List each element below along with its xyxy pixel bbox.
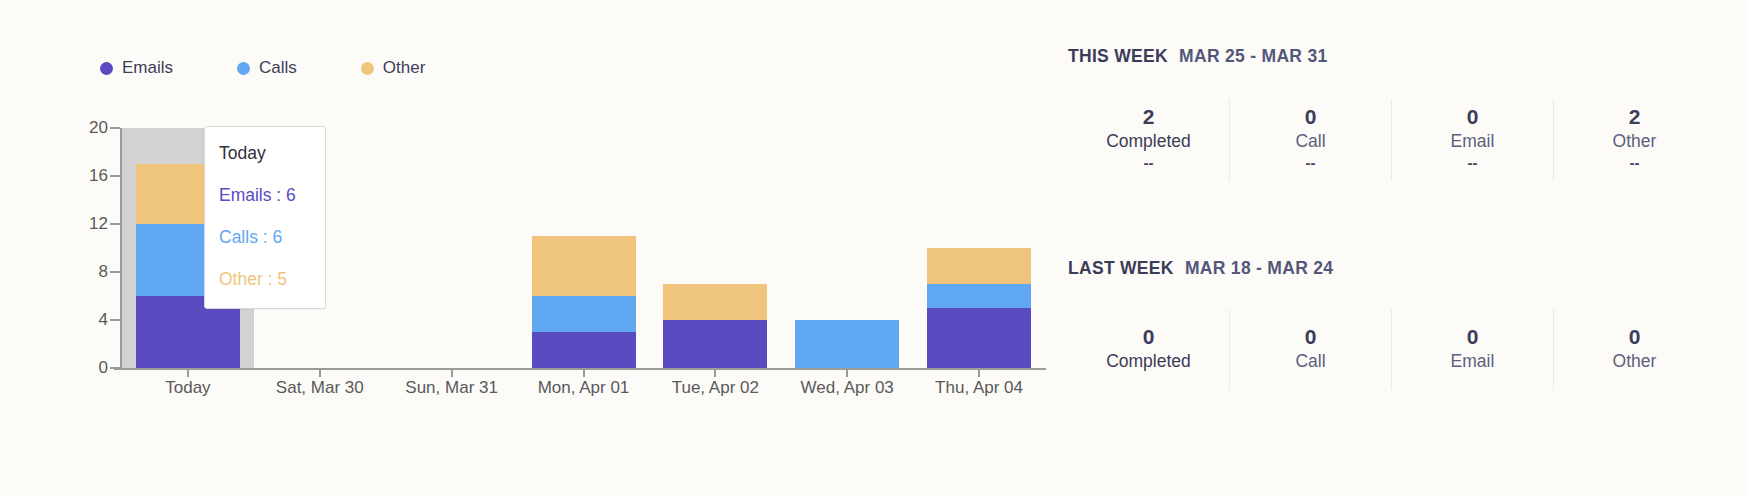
stat-value: 0: [1230, 105, 1391, 129]
y-axis-tick-mark: [110, 175, 120, 177]
legend-item-other[interactable]: Other: [361, 59, 426, 77]
y-axis-tick-label: 4: [40, 309, 108, 331]
this-week-title: THIS WEEK: [1068, 46, 1168, 66]
x-axis-category-label: Sun, Mar 31: [382, 378, 522, 398]
stat-value: 2: [1068, 105, 1229, 129]
bar-segment-calls-thu-apr-04[interactable]: [927, 284, 1031, 308]
x-axis-category-label: Sat, Mar 30: [250, 378, 390, 398]
last-week-header: LAST WEEK MAR 18 - MAR 24: [1068, 258, 1333, 278]
y-axis-line: [120, 128, 122, 370]
y-axis-tick-label: 12: [40, 213, 108, 235]
legend-label-other: Other: [383, 59, 426, 77]
y-axis-tick-mark: [110, 127, 120, 129]
stat-sub: --: [1554, 155, 1715, 171]
this-week-range: MAR 25 - MAR 31: [1179, 46, 1327, 66]
stat-value: 2: [1554, 105, 1715, 129]
this-week-header: THIS WEEK MAR 25 - MAR 31: [1068, 46, 1328, 66]
legend-item-calls[interactable]: Calls: [237, 59, 297, 77]
stat-value: 0: [1230, 325, 1391, 349]
y-axis-tick-mark: [110, 271, 120, 273]
x-axis-tick-mark: [846, 370, 848, 377]
this-week-stat-completed: 2 Completed --: [1068, 99, 1229, 181]
legend-item-emails[interactable]: Emails: [100, 59, 173, 77]
y-axis-tick-mark: [110, 319, 120, 321]
tooltip-row-emails: Emails : 6: [219, 183, 309, 208]
stat-label: Email: [1392, 351, 1553, 372]
x-axis-tick-mark: [319, 370, 321, 377]
stat-label: Completed: [1068, 351, 1229, 372]
other-legend-dot-icon: [361, 62, 374, 75]
y-axis-tick-mark: [110, 367, 120, 369]
x-axis-category-label: Today: [118, 378, 258, 398]
this-week-stat-call: 0 Call --: [1229, 99, 1391, 181]
y-axis-tick-label: 20: [40, 117, 108, 139]
activity-dashboard: Emails Calls Other Today Emails : 6 Call…: [0, 0, 1748, 496]
stat-label: Email: [1392, 131, 1553, 152]
bar-segment-other-tue-apr-02[interactable]: [663, 284, 767, 320]
stat-value: 0: [1392, 325, 1553, 349]
stat-sub: --: [1392, 155, 1553, 171]
y-axis-tick-label: 0: [40, 357, 108, 379]
activity-chart: Emails Calls Other Today Emails : 6 Call…: [0, 0, 1748, 496]
stat-value: 0: [1068, 325, 1229, 349]
tooltip-row-other: Other : 5: [219, 267, 309, 292]
stat-sub: --: [1230, 155, 1391, 171]
bar-segment-emails-thu-apr-04[interactable]: [927, 308, 1031, 368]
this-week-stat-email: 0 Email --: [1391, 99, 1553, 181]
last-week-range: MAR 18 - MAR 24: [1185, 258, 1333, 278]
calls-legend-dot-icon: [237, 62, 250, 75]
chart-tooltip: Today Emails : 6 Calls : 6 Other : 5: [204, 126, 326, 309]
bar-segment-emails-mon-apr-01[interactable]: [532, 332, 636, 368]
bar-segment-other-thu-apr-04[interactable]: [927, 248, 1031, 284]
bar-segment-emails-tue-apr-02[interactable]: [663, 320, 767, 368]
y-axis-tick-mark: [110, 223, 120, 225]
x-axis-tick-mark: [187, 370, 189, 377]
this-week-stat-other: 2 Other --: [1553, 99, 1715, 181]
last-week-stat-other: 0 Other: [1553, 309, 1715, 390]
stat-label: Call: [1230, 351, 1391, 372]
tooltip-row-calls: Calls : 6: [219, 225, 309, 250]
legend-label-emails: Emails: [122, 59, 173, 77]
x-axis-tick-mark: [583, 370, 585, 377]
this-week-stats: 2 Completed -- 0 Call -- 0 Email -- 2 Ot…: [1068, 99, 1715, 181]
stat-value: 0: [1392, 105, 1553, 129]
stat-value: 0: [1554, 325, 1715, 349]
x-axis-category-label: Thu, Apr 04: [909, 378, 1049, 398]
x-axis-tick-mark: [978, 370, 980, 377]
last-week-stat-call: 0 Call: [1229, 309, 1391, 390]
legend-label-calls: Calls: [259, 59, 297, 77]
stat-label: Call: [1230, 131, 1391, 152]
stat-label: Completed: [1068, 131, 1229, 152]
y-axis-tick-label: 16: [40, 165, 108, 187]
y-axis-tick-label: 8: [40, 261, 108, 283]
x-axis-category-label: Wed, Apr 03: [777, 378, 917, 398]
last-week-stat-completed: 0 Completed: [1068, 309, 1229, 390]
stat-label: Other: [1554, 131, 1715, 152]
x-axis-tick-mark: [451, 370, 453, 377]
last-week-stats: 0 Completed 0 Call 0 Email 0 Other: [1068, 309, 1715, 390]
x-axis-tick-mark: [714, 370, 716, 377]
last-week-title: LAST WEEK: [1068, 258, 1174, 278]
x-axis-line: [114, 368, 1046, 370]
tooltip-title: Today: [219, 141, 309, 166]
x-axis-category-label: Mon, Apr 01: [514, 378, 654, 398]
bar-segment-calls-mon-apr-01[interactable]: [532, 296, 636, 332]
emails-legend-dot-icon: [100, 62, 113, 75]
stat-label: Other: [1554, 351, 1715, 372]
stat-sub: --: [1068, 155, 1229, 171]
chart-legend: Emails Calls Other: [100, 59, 425, 77]
x-axis-category-label: Tue, Apr 02: [645, 378, 785, 398]
last-week-stat-email: 0 Email: [1391, 309, 1553, 390]
bar-segment-calls-wed-apr-03[interactable]: [795, 320, 899, 368]
bar-segment-other-mon-apr-01[interactable]: [532, 236, 636, 296]
